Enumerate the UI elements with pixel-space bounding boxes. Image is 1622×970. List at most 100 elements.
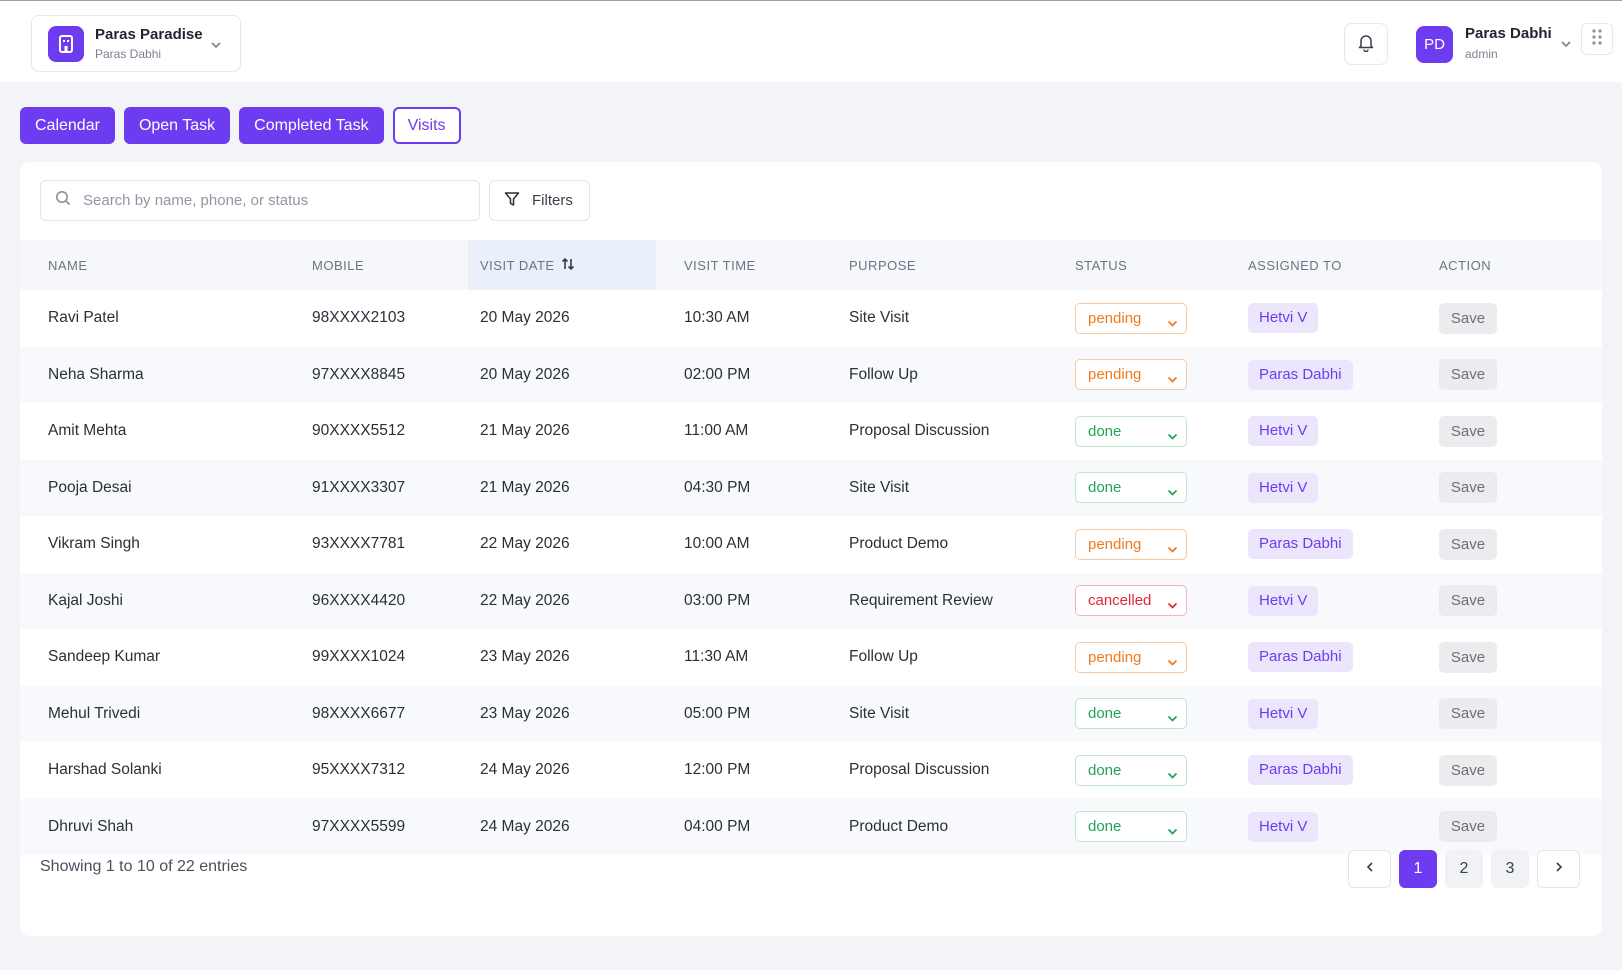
- status-select[interactable]: done: [1075, 698, 1187, 730]
- user-role: admin: [1465, 47, 1498, 61]
- project-switcher[interactable]: Paras Paradise Paras Dabhi: [31, 15, 241, 72]
- filter-icon: [504, 191, 520, 211]
- visit-date: 22 May 2026: [480, 535, 570, 553]
- save-button[interactable]: Save: [1439, 641, 1497, 673]
- visitor-name: Vikram Singh: [48, 535, 140, 553]
- assigned-cell: Paras Dabhi: [1220, 629, 1411, 686]
- visitor-mobile: 95XXXX7312: [312, 761, 406, 779]
- notifications-button[interactable]: [1344, 23, 1388, 65]
- table-row: Dhruvi Shah 97XXXX5599 24 May 2026 04:00 PM…: [20, 798, 1602, 856]
- tab-calendar[interactable]: Calendar: [20, 107, 115, 144]
- status-select[interactable]: done: [1075, 415, 1187, 447]
- status-select[interactable]: pending: [1075, 359, 1187, 391]
- pagination: 1 2 3: [1348, 850, 1580, 888]
- save-button[interactable]: Save: [1439, 472, 1497, 504]
- assignee-badge: Paras Dabhi: [1248, 529, 1353, 560]
- status-value: pending: [1088, 366, 1142, 384]
- search-box: [40, 180, 480, 221]
- column-visit-date[interactable]: VISIT DATE: [468, 240, 656, 290]
- status-value: done: [1088, 818, 1122, 836]
- visitor-name: Amit Mehta: [48, 422, 127, 440]
- page-button-3[interactable]: 3: [1491, 850, 1529, 888]
- assigned-cell: Hetvi V: [1220, 460, 1411, 517]
- bell-icon: [1356, 32, 1376, 57]
- save-button[interactable]: Save: [1439, 302, 1497, 334]
- status-cell: pending: [1047, 290, 1220, 347]
- save-button[interactable]: Save: [1439, 811, 1497, 843]
- table-row: Neha Sharma 97XXXX8845 20 May 2026 02:00 PM…: [20, 346, 1602, 403]
- column-status: STATUS: [1075, 257, 1128, 273]
- visit-date: 24 May 2026: [480, 817, 570, 835]
- status-value: done: [1088, 479, 1122, 497]
- save-button[interactable]: Save: [1439, 359, 1497, 391]
- save-button[interactable]: Save: [1439, 528, 1497, 560]
- user-menu[interactable]: Paras Dabhi admin: [1465, 25, 1552, 62]
- chevron-down-icon: [1167, 654, 1178, 671]
- assignee-badge: Hetvi V: [1248, 472, 1319, 503]
- status-cell: done: [1047, 460, 1220, 517]
- visitor-mobile: 93XXXX7781: [312, 535, 406, 553]
- save-button[interactable]: Save: [1439, 415, 1497, 447]
- visit-time: 05:00 PM: [684, 704, 751, 722]
- visit-time: 02:00 PM: [684, 365, 751, 383]
- visitor-mobile: 99XXXX1024: [312, 648, 406, 666]
- status-value: done: [1088, 761, 1122, 779]
- tab-completed-task[interactable]: Completed Task: [239, 107, 384, 144]
- save-button[interactable]: Save: [1439, 754, 1497, 786]
- assignee-badge: Hetvi V: [1248, 303, 1319, 334]
- visitor-mobile: 91XXXX3307: [312, 478, 406, 496]
- grid-icon: [1591, 28, 1603, 51]
- apps-grid-button[interactable]: [1581, 23, 1613, 55]
- assignee-badge: Hetvi V: [1248, 698, 1319, 729]
- status-cell: done: [1047, 403, 1220, 460]
- visit-purpose: Product Demo: [849, 817, 949, 835]
- chevron-left-icon: [1364, 860, 1376, 878]
- status-value: pending: [1088, 535, 1142, 553]
- visit-time: 10:00 AM: [684, 535, 750, 553]
- save-button[interactable]: Save: [1439, 698, 1497, 730]
- visitor-name: Harshad Solanki: [48, 761, 162, 779]
- visitor-mobile: 98XXXX6677: [312, 704, 406, 722]
- avatar[interactable]: PD: [1416, 26, 1453, 63]
- action-cell: Save: [1411, 573, 1602, 630]
- visit-date: 20 May 2026: [480, 309, 570, 327]
- status-cell: done: [1047, 799, 1220, 856]
- page-button-2[interactable]: 2: [1445, 850, 1483, 888]
- visit-date: 23 May 2026: [480, 704, 570, 722]
- filters-button[interactable]: Filters: [489, 180, 590, 221]
- status-select[interactable]: done: [1075, 472, 1187, 504]
- column-assigned-to: ASSIGNED TO: [1248, 257, 1342, 273]
- page-button-1[interactable]: 1: [1399, 850, 1437, 888]
- save-button[interactable]: Save: [1439, 585, 1497, 617]
- visit-time: 11:30 AM: [684, 648, 749, 666]
- prev-page-button[interactable]: [1348, 850, 1391, 888]
- chevron-right-icon: [1553, 860, 1565, 878]
- chevron-down-icon[interactable]: [1560, 37, 1572, 55]
- status-select[interactable]: done: [1075, 811, 1187, 843]
- visit-date: 21 May 2026: [480, 478, 570, 496]
- search-input[interactable]: [83, 192, 463, 209]
- status-select[interactable]: pending: [1075, 528, 1187, 560]
- filters-label: Filters: [532, 192, 573, 209]
- status-cell: cancelled: [1047, 573, 1220, 630]
- table-row: Sandeep Kumar 99XXXX1024 23 May 2026 11:30 …: [20, 629, 1602, 686]
- action-cell: Save: [1411, 629, 1602, 686]
- visit-purpose: Site Visit: [849, 309, 910, 327]
- visit-date: 20 May 2026: [480, 365, 570, 383]
- status-select[interactable]: pending: [1075, 641, 1187, 673]
- status-select[interactable]: pending: [1075, 302, 1187, 334]
- next-page-button[interactable]: [1537, 850, 1580, 888]
- column-visit-time: VISIT TIME: [684, 257, 756, 273]
- status-select[interactable]: done: [1075, 754, 1187, 786]
- tab-visits[interactable]: Visits: [392, 107, 461, 144]
- table-row: Kajal Joshi 96XXXX4420 22 May 2026 03:00 PM…: [20, 572, 1602, 630]
- visits-table: NAME MOBILE VISIT DATE VISIT TIME PURPOS…: [20, 240, 1602, 855]
- status-select[interactable]: cancelled: [1075, 585, 1187, 617]
- action-cell: Save: [1411, 460, 1602, 517]
- visitor-name: Sandeep Kumar: [48, 648, 161, 666]
- visitor-mobile: 90XXXX5512: [312, 422, 406, 440]
- user-name: Paras Dabhi: [1465, 25, 1552, 42]
- tab-open-task[interactable]: Open Task: [123, 107, 231, 144]
- action-cell: Save: [1411, 516, 1602, 573]
- chevron-down-icon: [1167, 597, 1178, 614]
